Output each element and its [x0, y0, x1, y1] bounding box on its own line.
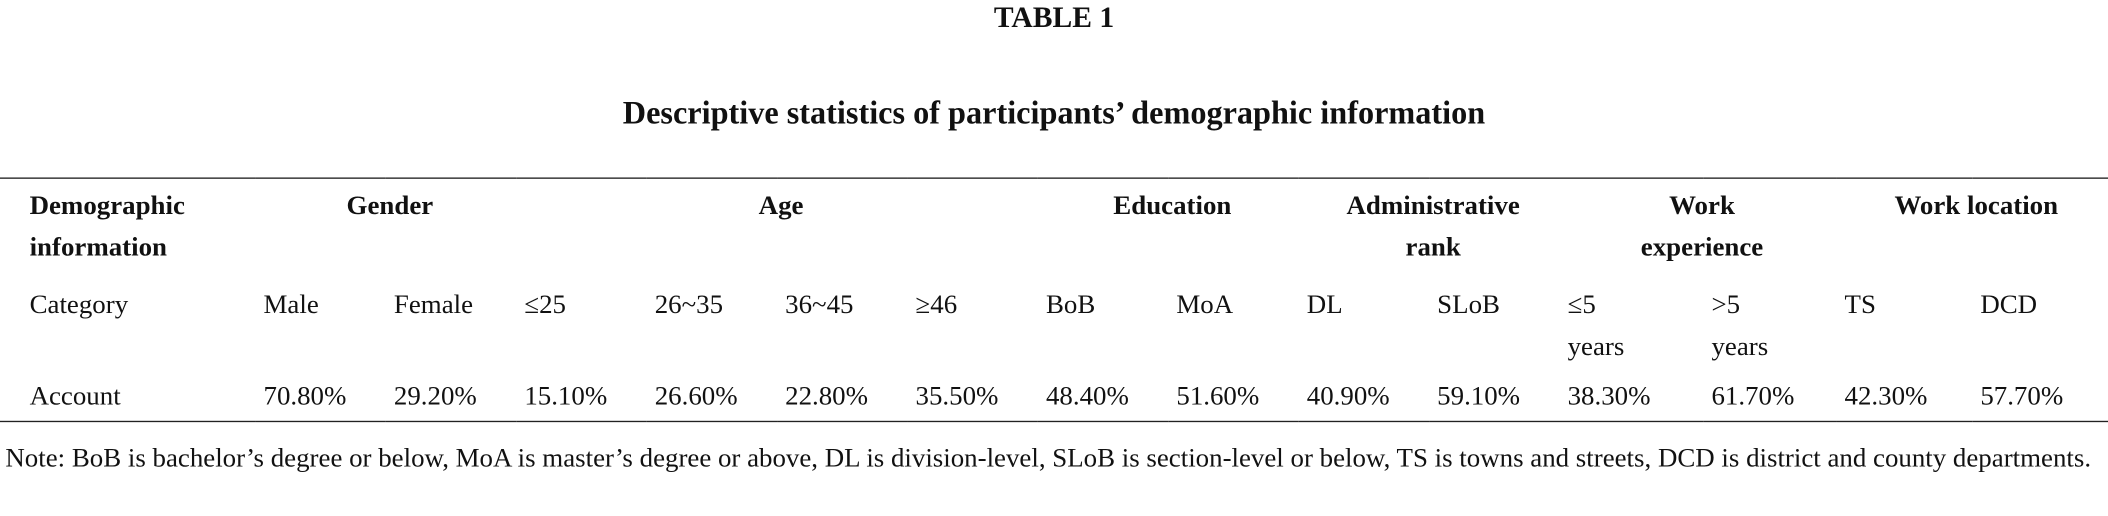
- cell-text: 38.30%: [1567, 381, 1651, 412]
- cell-text: 61.70%: [1711, 381, 1795, 412]
- cell-text: 48.40%: [1045, 381, 1129, 412]
- table-cell: 22.80%: [777, 376, 907, 421]
- table-row: Category Male Female ≤25 26~35 36~45 ≥46 BoB MoA…: [0, 285, 2108, 376]
- table-row: Account 70.80% 29.20% 15.10% 26.60% 22.80% 35.…: [0, 376, 2108, 421]
- cell-text: Account: [29, 381, 121, 412]
- cell-text: 70.80%: [263, 381, 347, 412]
- cell-text: BoB: [1045, 290, 1096, 320]
- cell-text: ≤5 years: [1567, 290, 1625, 362]
- table-cell: ≤25: [516, 285, 646, 376]
- table-cell: 38.30%: [1560, 376, 1704, 421]
- table-title: Descriptive statistics of participants’ …: [622, 96, 1486, 132]
- cell-text: ≥46: [915, 290, 958, 320]
- cell-text: SLoB: [1437, 290, 1500, 320]
- cell-text: DL: [1306, 290, 1343, 320]
- cell-text: 15.10%: [524, 381, 608, 412]
- table-cell: ≤5 years: [1560, 285, 1704, 376]
- cell-text: ≤25: [524, 290, 566, 320]
- cell-text: 57.70%: [1980, 381, 2064, 412]
- table-cell: MoA: [1168, 285, 1298, 376]
- header-row: Demographic information Gender Age Educatio…: [0, 178, 2108, 285]
- group-header: Work location: [1836, 178, 2108, 285]
- cell-text: Female: [393, 290, 474, 320]
- header-text: Education: [1113, 190, 1232, 221]
- table-cell: 51.60%: [1168, 376, 1298, 421]
- cell-text: Category: [29, 290, 129, 320]
- table-cell: DL: [1299, 285, 1429, 376]
- header-cell: Demographic information: [0, 178, 255, 285]
- header-text: Age: [758, 190, 804, 221]
- header-text: Work experience: [1640, 190, 1764, 263]
- cell-text: Male: [263, 290, 319, 320]
- group-header: Administrative rank: [1299, 178, 1560, 285]
- cell-text: 29.20%: [393, 381, 477, 412]
- table-note: Note: BoB is bachelor’s degree or below,…: [5, 443, 2092, 474]
- cell-text: 51.60%: [1176, 381, 1260, 412]
- table-cell: 42.30%: [1836, 376, 1972, 421]
- table-cell: 61.70%: [1703, 376, 1836, 421]
- row-label: Category: [0, 285, 255, 376]
- header-text: Gender: [346, 190, 434, 221]
- cell-text: 36~45: [785, 290, 854, 320]
- group-header: Education: [1038, 178, 1299, 285]
- cell-text: 22.80%: [785, 381, 869, 412]
- table-label: TABLE 1: [993, 0, 1115, 34]
- table-cell: 57.70%: [1972, 376, 2108, 421]
- cell-text: 35.50%: [915, 381, 999, 412]
- table-cell: 35.50%: [907, 376, 1037, 421]
- table-cell: 48.40%: [1038, 376, 1168, 421]
- group-header: Gender: [255, 178, 516, 285]
- table-cell: BoB: [1038, 285, 1168, 376]
- cell-text: MoA: [1176, 290, 1234, 320]
- cell-text: 26.60%: [654, 381, 738, 412]
- cell-text: DCD: [1980, 290, 2038, 320]
- row-label: Account: [0, 376, 255, 421]
- table-cell: 26~35: [647, 285, 777, 376]
- table-cell: Female: [386, 285, 516, 376]
- cell-text: 40.90%: [1306, 381, 1390, 412]
- group-header: Age: [516, 178, 1038, 285]
- table-cell: >5 years: [1703, 285, 1836, 376]
- header-text: Administrative rank: [1346, 190, 1520, 263]
- table-cell: 29.20%: [386, 376, 516, 421]
- cell-text: 59.10%: [1437, 381, 1521, 412]
- table-cell: 36~45: [777, 285, 907, 376]
- table-cell: Male: [255, 285, 385, 376]
- table-cell: 70.80%: [255, 376, 385, 421]
- table-cell: 26.60%: [647, 376, 777, 421]
- table-cell: ≥46: [907, 285, 1037, 376]
- cell-text: TS: [1844, 290, 1876, 320]
- table-cell: 40.90%: [1299, 376, 1429, 421]
- cell-text: >5 years: [1711, 290, 1769, 362]
- group-header: Work experience: [1560, 178, 1837, 285]
- table-cell: DCD: [1972, 285, 2108, 376]
- table-cell: 59.10%: [1429, 376, 1559, 421]
- table: Demographic information Gender Age Educatio…: [0, 177, 2108, 423]
- cell-text: 42.30%: [1844, 381, 1928, 412]
- table-cell: SLoB: [1429, 285, 1559, 376]
- header-text: Demographic information: [29, 190, 185, 263]
- cell-text: 26~35: [654, 290, 724, 320]
- table-cell: TS: [1836, 285, 1972, 376]
- header-text: Work location: [1894, 190, 2059, 221]
- table-body: Category Male Female ≤25 26~35 36~45 ≥46 BoB MoA…: [0, 285, 2108, 421]
- table-cell: 15.10%: [516, 376, 646, 421]
